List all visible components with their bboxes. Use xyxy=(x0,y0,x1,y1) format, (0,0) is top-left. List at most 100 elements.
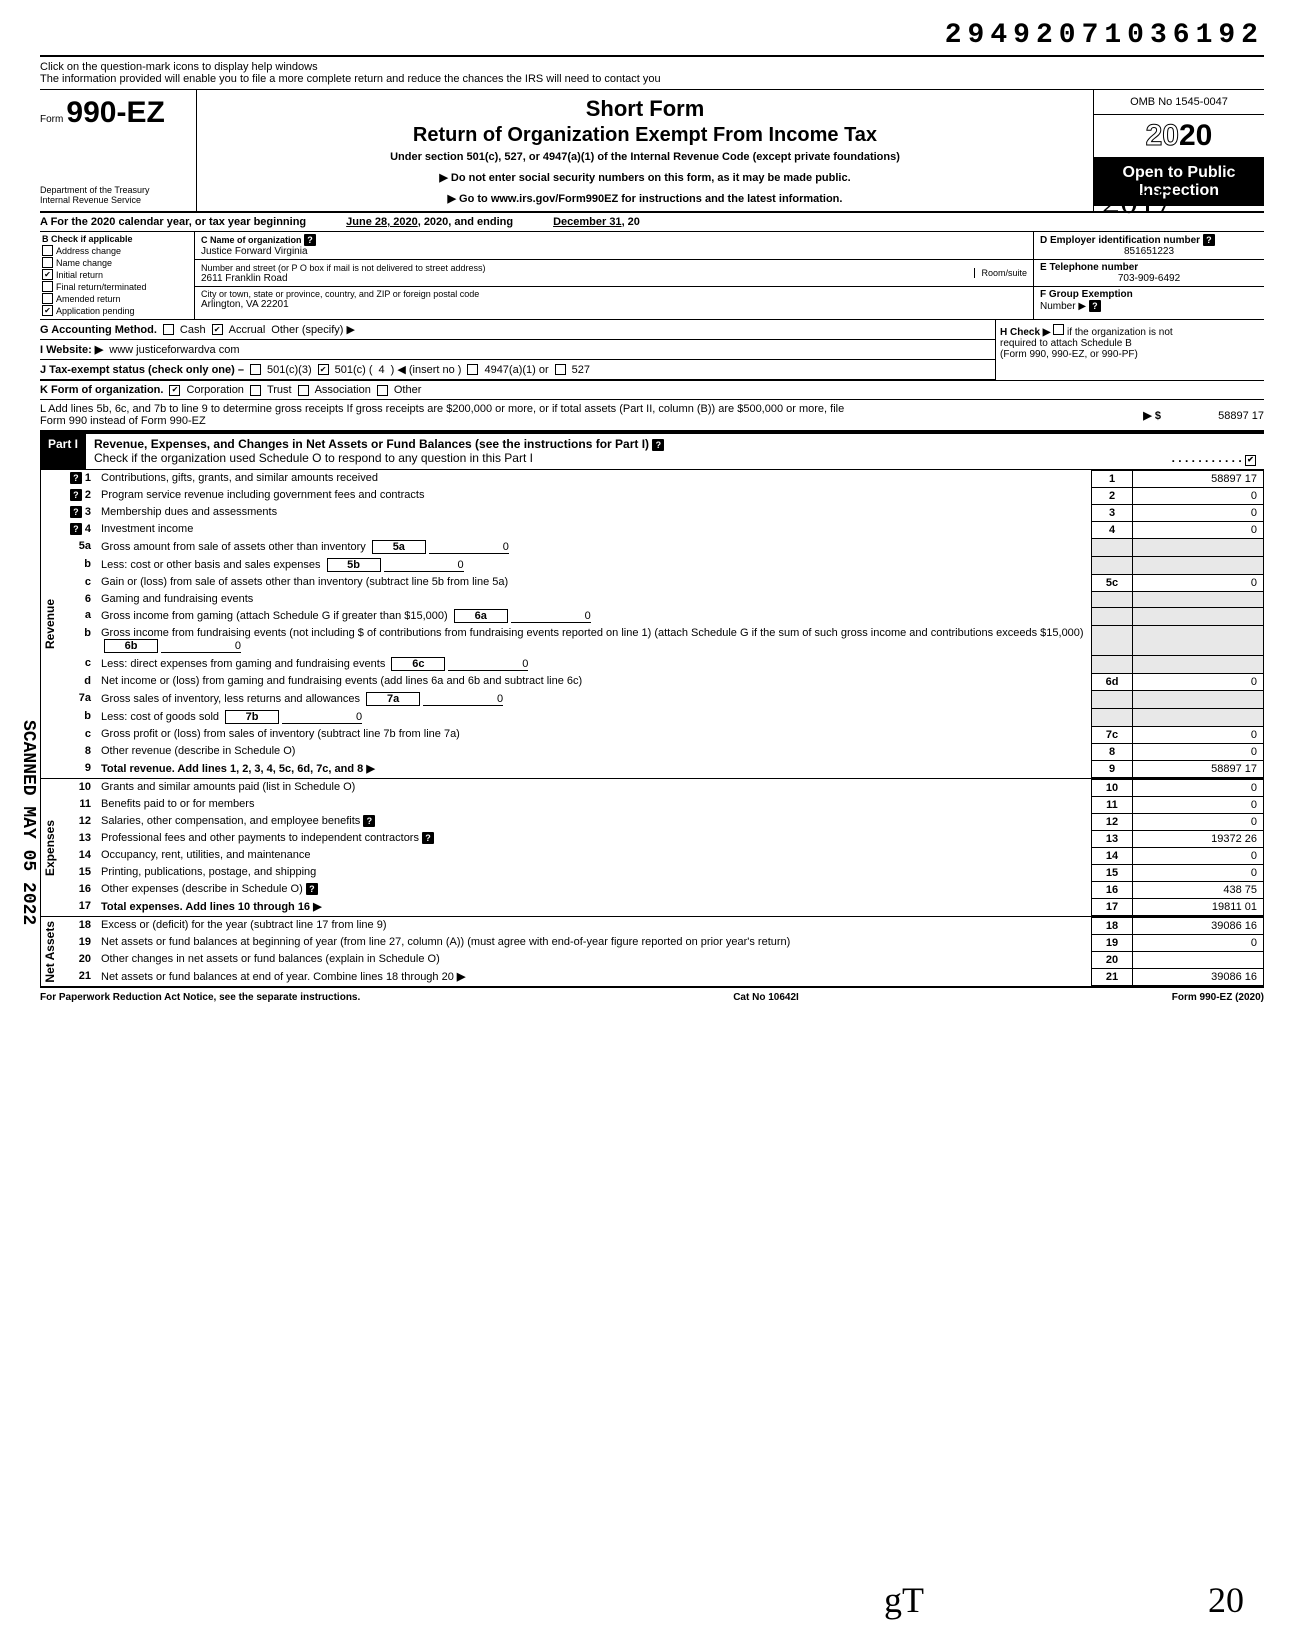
line-21-desc: Net assets or fund balances at end of ye… xyxy=(101,971,454,983)
chk-accrual[interactable]: ✔ xyxy=(212,324,223,335)
chk-4947[interactable] xyxy=(467,364,478,375)
row-a-begin: June 28, 2020 xyxy=(346,216,418,228)
col-b: B Check if applicable Address change Nam… xyxy=(40,232,195,319)
j-527: 527 xyxy=(572,364,590,376)
help-icon[interactable]: ? xyxy=(422,832,434,844)
i-label: I Website: ▶ xyxy=(40,343,103,356)
col-b-header: B Check if applicable xyxy=(42,234,133,244)
chk-527[interactable] xyxy=(555,364,566,375)
hint-line-2: The information provided will enable you… xyxy=(40,73,1264,85)
chk-pending[interactable]: ✔ xyxy=(42,305,53,316)
line-2-amt: 0 xyxy=(1133,487,1264,504)
help-icon[interactable]: ? xyxy=(363,815,375,827)
line-7b-box: 7b xyxy=(225,710,279,724)
chk-cash[interactable] xyxy=(163,324,174,335)
h-line3: (Form 990, 990-EZ, or 990-PF) xyxy=(1000,349,1260,360)
footer-right: Form 990-EZ (2020) xyxy=(1172,992,1264,1003)
k-assoc: Association xyxy=(315,384,371,396)
chk-final[interactable] xyxy=(42,281,53,292)
line-7c-desc: Gross profit or (loss) from sales of inv… xyxy=(97,726,1092,743)
line-5c-desc: Gain or (loss) from sale of assets other… xyxy=(97,574,1092,591)
line-6a-box: 6a xyxy=(454,609,508,623)
g-other: Other (specify) ▶ xyxy=(271,323,355,336)
side-expenses: Expenses xyxy=(40,779,59,916)
help-icon[interactable]: ? xyxy=(70,472,82,484)
line-5a-inline: 0 xyxy=(429,541,509,554)
j-501c3: 501(c)(3) xyxy=(267,364,312,376)
footer-left: For Paperwork Reduction Act Notice, see … xyxy=(40,992,360,1003)
l-amount: 58897 17 xyxy=(1164,410,1264,422)
line-5b-desc: Less: cost or other basis and sales expe… xyxy=(101,559,321,571)
h-line2: required to attach Schedule B xyxy=(1000,338,1260,349)
line-1-amt: 58897 17 xyxy=(1133,470,1264,487)
chk-initial-label: Initial return xyxy=(56,270,103,280)
help-icon[interactable]: ? xyxy=(652,439,664,451)
help-icon[interactable]: ? xyxy=(1089,300,1101,312)
line-12-desc: Salaries, other compensation, and employ… xyxy=(101,815,360,827)
g-accrual: Accrual xyxy=(229,324,266,336)
chk-name-label: Name change xyxy=(56,258,112,268)
line-13-amt: 19372 26 xyxy=(1133,830,1264,847)
line-18-amt: 39086 16 xyxy=(1133,917,1264,934)
line-6b-desc: Gross income from fundraising events (no… xyxy=(101,627,1084,639)
j-insert: 4 xyxy=(379,364,385,376)
dln-number: 29492071036192 xyxy=(40,20,1264,51)
line-14-desc: Occupancy, rent, utilities, and maintena… xyxy=(97,847,1092,864)
c-city-label: City or town, state or province, country… xyxy=(201,289,1027,299)
chk-amended-label: Amended return xyxy=(56,294,121,304)
part1-title: Revenue, Expenses, and Changes in Net As… xyxy=(94,437,649,451)
line-16-amt: 438 75 xyxy=(1133,881,1264,898)
line-15-amt: 0 xyxy=(1133,864,1264,881)
help-icon[interactable]: ? xyxy=(1203,234,1215,246)
line-3-desc: Membership dues and assessments xyxy=(97,504,1092,521)
chk-part1-schedo[interactable]: ✔ xyxy=(1245,455,1256,466)
title-short: Short Form xyxy=(203,96,1087,122)
part1-check-line: Check if the organization used Schedule … xyxy=(94,451,533,465)
line-21-amt: 39086 16 xyxy=(1133,968,1264,985)
line-19-amt: 0 xyxy=(1133,934,1264,951)
help-icon[interactable]: ? xyxy=(70,523,82,535)
help-icon[interactable]: ? xyxy=(306,883,318,895)
line-9-desc: Total revenue. Add lines 1, 2, 3, 4, 5c,… xyxy=(101,763,363,775)
d-group-num-label: Number ▶ xyxy=(1040,301,1086,312)
line-17-amt: 19811 01 xyxy=(1133,898,1264,915)
help-icon[interactable]: ? xyxy=(70,489,82,501)
line-8-desc: Other revenue (describe in Schedule O) xyxy=(97,743,1092,760)
col-c: C Name of organization ? Justice Forward… xyxy=(195,232,1034,319)
line-7b-inline: 0 xyxy=(282,711,362,724)
chk-address[interactable] xyxy=(42,245,53,256)
help-icon[interactable]: ? xyxy=(304,234,316,246)
line-4-amt: 0 xyxy=(1133,521,1264,538)
chk-initial[interactable]: ✔ xyxy=(42,269,53,280)
chk-other[interactable] xyxy=(377,385,388,396)
chk-trust[interactable] xyxy=(250,385,261,396)
l-text: L Add lines 5b, 6c, and 7b to line 9 to … xyxy=(40,403,860,427)
i-value: www justiceforwardva com xyxy=(109,344,239,356)
hint-line-1: Click on the question-mark icons to disp… xyxy=(40,61,1264,73)
chk-h[interactable] xyxy=(1053,324,1064,335)
k-corp: Corporation xyxy=(186,384,243,396)
chk-name[interactable] xyxy=(42,257,53,268)
chk-corp[interactable]: ✔ xyxy=(169,385,180,396)
line-6c-desc: Less: direct expenses from gaming and fu… xyxy=(101,658,385,670)
line-6b-box: 6b xyxy=(104,639,158,653)
chk-501c[interactable]: ✔ xyxy=(318,364,329,375)
line-7b-desc: Less: cost of goods sold xyxy=(101,711,219,723)
chk-assoc[interactable] xyxy=(298,385,309,396)
row-a-suffix: , 20 xyxy=(622,216,640,228)
line-11-amt: 0 xyxy=(1133,796,1264,813)
dept-irs: Internal Revenue Service xyxy=(40,195,190,205)
handwritten-2017: 2017 xyxy=(1102,180,1174,222)
footer-mid: Cat No 10642I xyxy=(733,992,799,1003)
line-1-desc: Contributions, gifts, grants, and simila… xyxy=(97,470,1092,487)
row-a-end: December 31 xyxy=(553,216,622,228)
help-icon[interactable]: ? xyxy=(70,506,82,518)
line-4-desc: Investment income xyxy=(97,521,1092,538)
handwritten-gt: gT xyxy=(884,1579,924,1621)
arrow-goto: ▶ Go to www.irs.gov/Form990EZ for instru… xyxy=(203,192,1087,205)
g-cash: Cash xyxy=(180,324,206,336)
line-19-desc: Net assets or fund balances at beginning… xyxy=(97,934,1092,951)
chk-amended[interactable] xyxy=(42,293,53,304)
line-9-amt: 58897 17 xyxy=(1133,760,1264,777)
chk-501c3[interactable] xyxy=(250,364,261,375)
